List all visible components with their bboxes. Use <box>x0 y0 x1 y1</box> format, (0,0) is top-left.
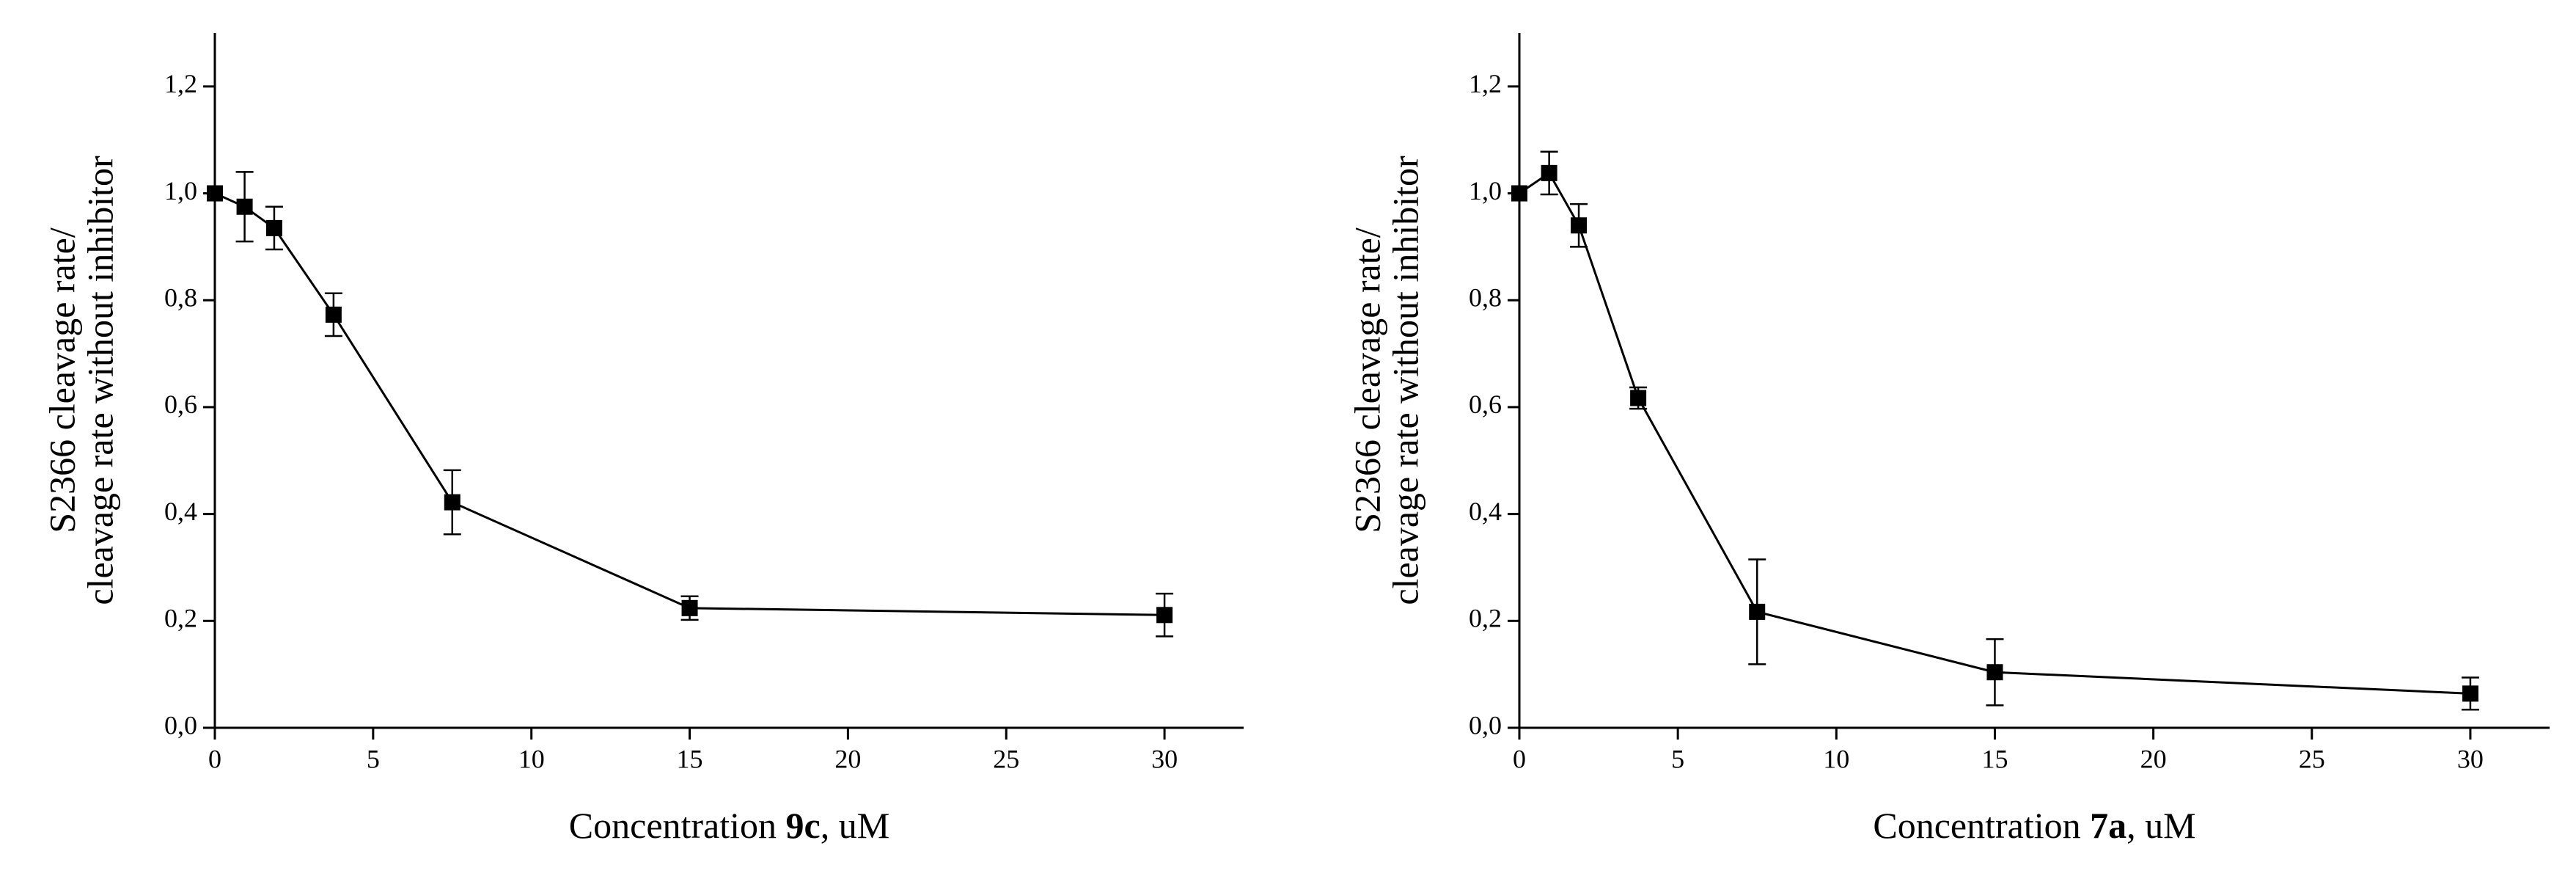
y-tick-label: 0,4 <box>164 497 197 526</box>
chart: 0,0 0,2 0,4 0,6 0,8 1,0 1,2 0 5 10 15 20 25 30 Concent… <box>1346 33 2550 846</box>
marker <box>2462 685 2478 702</box>
marker <box>1986 664 2003 681</box>
x-axis-label-part: , uM <box>821 805 889 846</box>
marker <box>681 599 698 616</box>
x-axis-label-part: Concentration <box>1873 805 2080 846</box>
marker <box>1749 603 1766 620</box>
x-tick-label: 20 <box>2140 744 2167 773</box>
y-tick-label: 0,0 <box>164 710 197 740</box>
marker <box>325 306 342 323</box>
marker <box>1630 390 1647 406</box>
marker <box>1511 185 1527 202</box>
x-axis-label: Concentration 7a, uM <box>1873 805 2195 846</box>
x-tick-label: 10 <box>518 744 545 773</box>
x-tick-label: 15 <box>1981 744 2008 773</box>
x-tick-label: 5 <box>1671 744 1684 773</box>
marker <box>444 494 460 511</box>
y-axis-label: cleavage rate without inhibitor <box>79 156 120 605</box>
x-tick-label: 30 <box>2457 744 2484 773</box>
x-tick-label: 0 <box>208 744 221 773</box>
y-tick-label: 0,6 <box>164 390 197 419</box>
line <box>214 192 1165 616</box>
y-tick-label: 0,4 <box>1469 497 1502 526</box>
y-axis-label: S2366 cleavage rate/ <box>1346 227 1387 533</box>
x-tick-label: 25 <box>993 744 1019 773</box>
x-tick-label: 5 <box>367 744 380 773</box>
marker <box>236 198 253 215</box>
marker <box>265 219 282 236</box>
marker <box>207 185 223 202</box>
x-tick-label: 0 <box>1513 744 1526 773</box>
y-tick-label: 0,0 <box>1469 710 1502 740</box>
x-axis-label: Concentration 9c, uM <box>569 805 889 846</box>
x-tick-label: 25 <box>2299 744 2325 773</box>
x-tick-label: 15 <box>677 744 703 773</box>
x-tick-label: 10 <box>1823 744 1849 773</box>
chart: 0,0 0,2 0,4 0,6 0,8 1,0 1,2 0 5 10 15 20 25 30 Concent… <box>41 33 1244 846</box>
y-tick-label: 0,2 <box>164 604 197 633</box>
x-axis-label-part: 7a <box>2090 805 2127 846</box>
y-axis-label: cleavage rate without inhibitor <box>1384 156 1425 605</box>
y-tick-label: 0,6 <box>1469 390 1502 419</box>
x-tick-label: 20 <box>834 744 861 773</box>
y-tick-label: 1,2 <box>164 69 197 98</box>
y-tick-label: 1,0 <box>164 176 197 205</box>
line <box>1519 171 2470 695</box>
y-tick-label: 1,2 <box>1469 69 1502 98</box>
y-tick-label: 0,8 <box>164 282 197 312</box>
x-axis-label-part: Concentration <box>569 805 777 846</box>
marker <box>1571 217 1588 234</box>
y-tick-label: 0,8 <box>1469 282 1502 312</box>
y-axis-label: S2366 cleavage rate/ <box>41 227 82 533</box>
marker <box>1156 607 1173 624</box>
y-tick-label: 0,2 <box>1469 604 1502 633</box>
marker <box>1541 164 1557 181</box>
x-axis-label-part: 9c <box>786 805 821 846</box>
x-axis-label-part: , uM <box>2127 805 2195 846</box>
x-tick-label: 30 <box>1151 744 1178 773</box>
y-tick-label: 1,0 <box>1469 176 1502 205</box>
